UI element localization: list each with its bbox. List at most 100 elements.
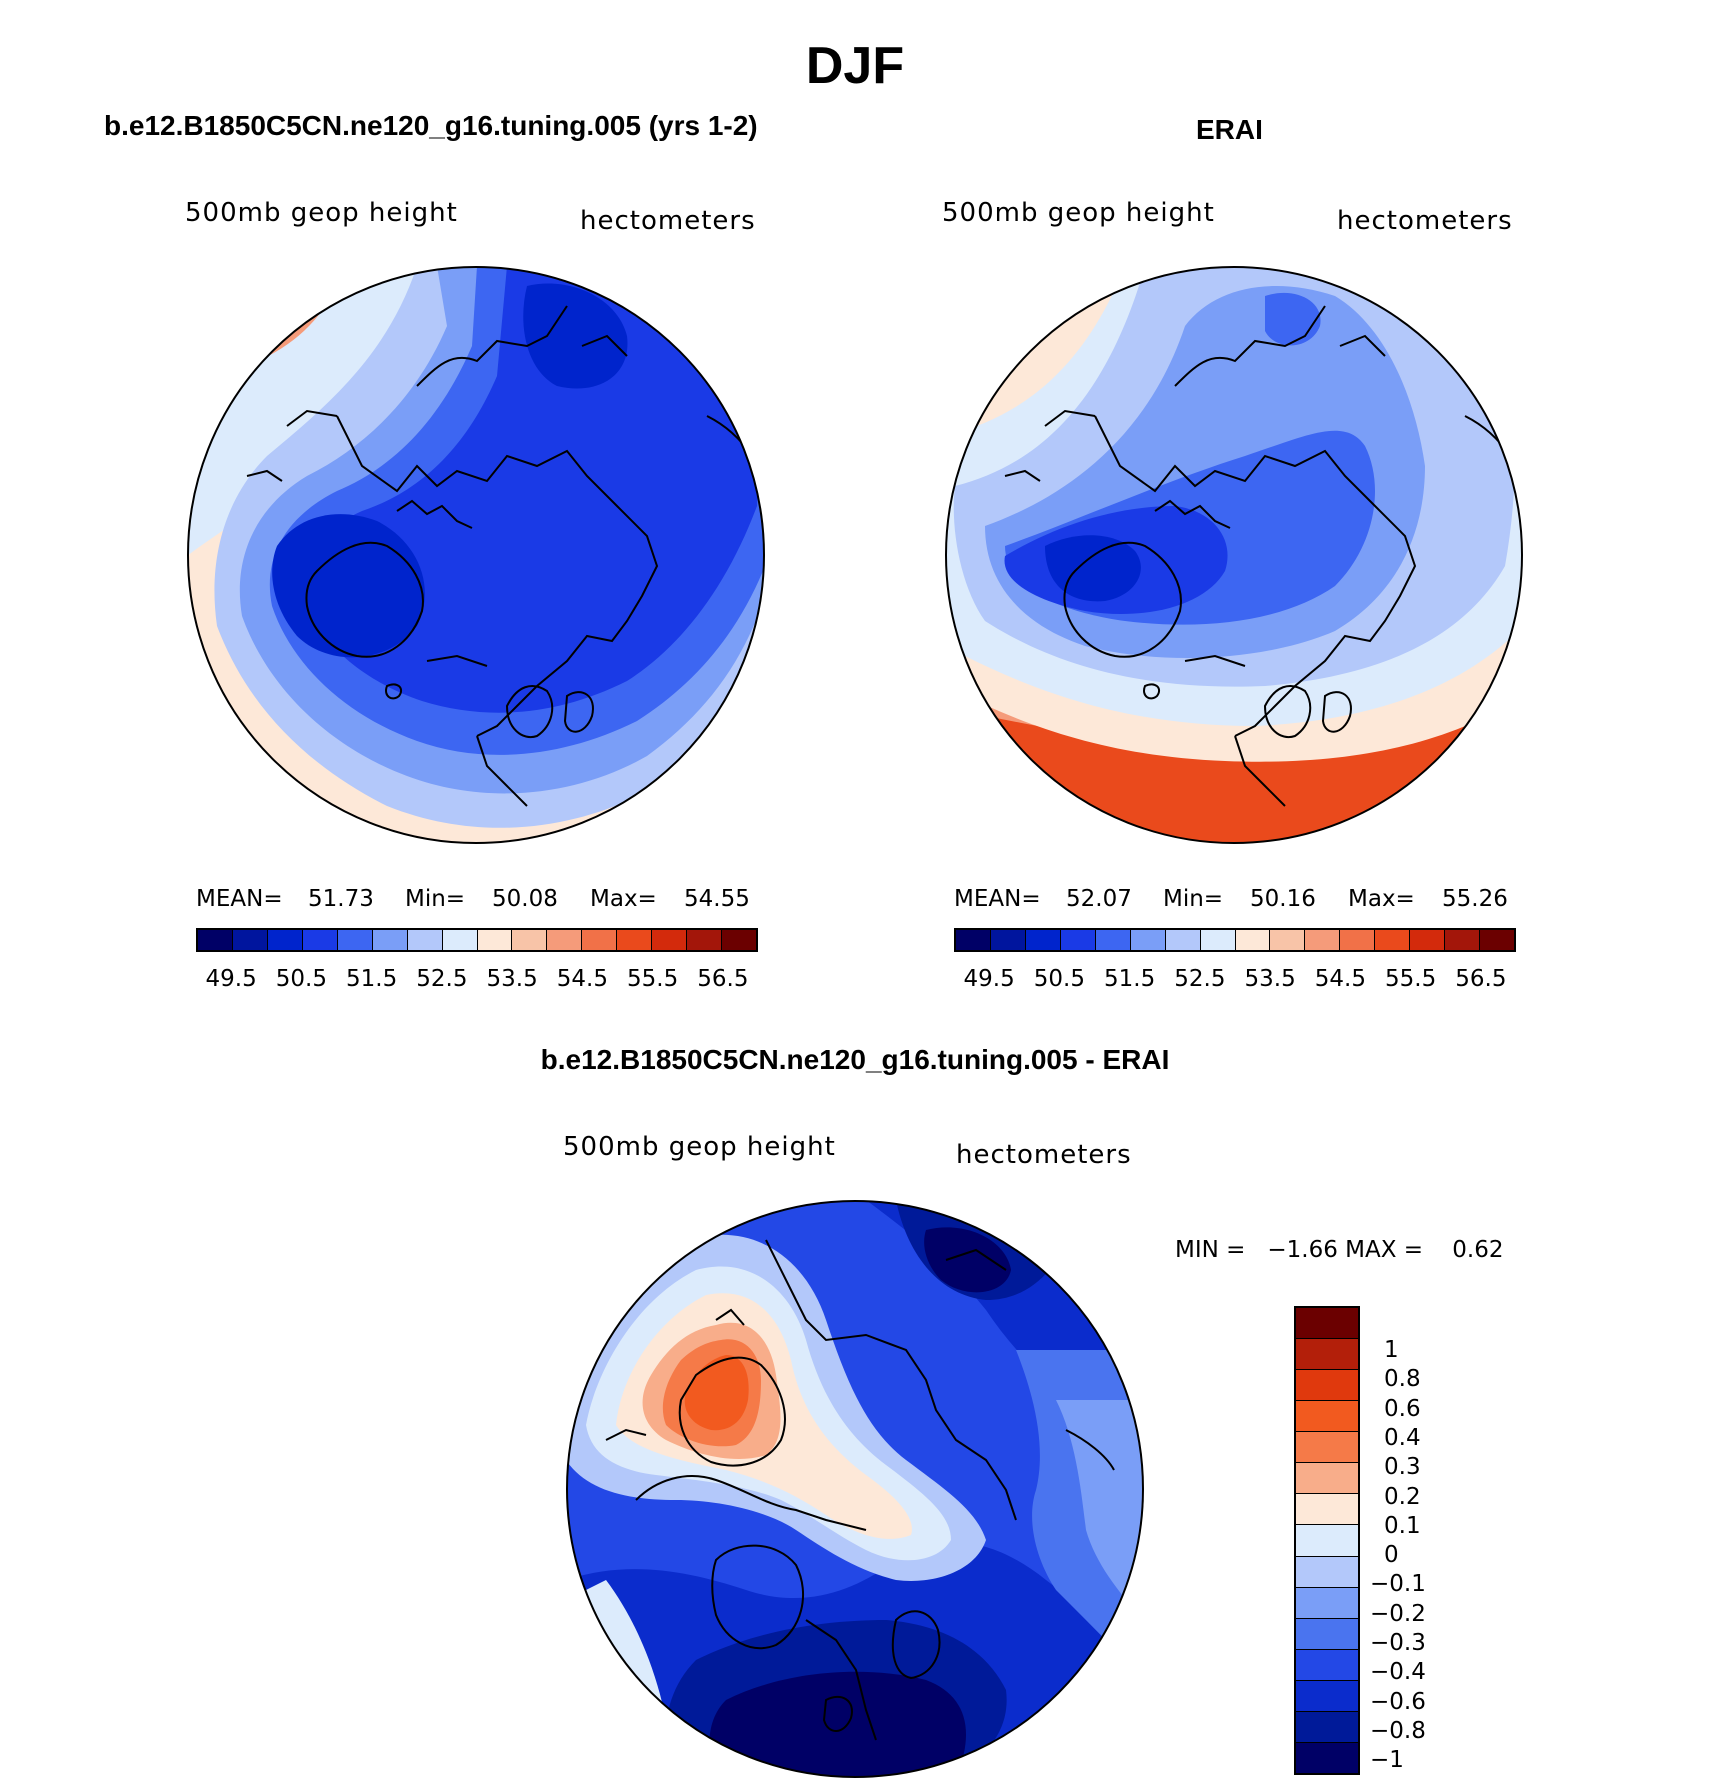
obs-colorbar-swatch <box>1130 930 1166 950</box>
diff-colorbar-swatch <box>1296 1370 1358 1402</box>
obs-colorbar-swatch <box>1235 930 1271 950</box>
diff-colorbar-tick-label: −0.8 <box>1370 1718 1426 1745</box>
obs-polar-map <box>945 266 1523 844</box>
model-colorbar-swatch <box>337 930 373 950</box>
obs-mean-value: 52.07 <box>1066 886 1132 912</box>
model-colorbar-tick-label: 52.5 <box>416 966 468 992</box>
model-colorbar-swatch <box>617 930 653 950</box>
diff-colorbar-swatch <box>1296 1711 1358 1743</box>
obs-min-label: Min= <box>1163 886 1224 912</box>
obs-colorbar-tick-label: 49.5 <box>963 966 1015 992</box>
obs-variable-label: 500mb geop height <box>942 198 1215 228</box>
model-colorbar-tick-label: 56.5 <box>697 966 749 992</box>
diff-colorbar-tick-label: 0.8 <box>1384 1366 1421 1393</box>
obs-mean-label: MEAN= <box>954 886 1041 912</box>
diff-colorbar-swatch <box>1296 1587 1358 1619</box>
diff-colorbar-swatch <box>1296 1680 1358 1712</box>
model-colorbar-swatch <box>722 930 756 950</box>
model-colorbar <box>196 928 758 952</box>
diff-colorbar-tick-label: 0.3 <box>1384 1454 1421 1481</box>
diff-colorbar-tick-label: 0.4 <box>1384 1424 1421 1451</box>
model-min-value: 50.08 <box>492 886 558 912</box>
model-colorbar-tick-label: 55.5 <box>627 966 679 992</box>
model-colorbar-swatch <box>582 930 618 950</box>
model-panel-title: b.e12.B1850C5CN.ne120_g16.tuning.005 (yr… <box>104 110 758 141</box>
figure-title: DJF <box>805 37 905 95</box>
model-mean-value: 51.73 <box>308 886 374 912</box>
diff-units-label: hectometers <box>956 1140 1132 1170</box>
model-max-value: 54.55 <box>684 886 750 912</box>
diff-colorbar-tick-label: 0 <box>1384 1542 1399 1569</box>
obs-colorbar <box>954 928 1516 952</box>
model-colorbar-swatch <box>477 930 513 950</box>
model-mean-label: MEAN= <box>196 886 283 912</box>
diff-colorbar-labels: 1 0.8 0.6 0.4 0.3 0.2 0.1 0 −0.1 −0.2 −0.3 −0.4 −0.6… <box>1370 1306 1490 1775</box>
diff-colorbar-swatch <box>1296 1556 1358 1588</box>
model-colorbar-swatch <box>302 930 338 950</box>
obs-colorbar-swatch <box>990 930 1026 950</box>
obs-colorbar-tick-label: 52.5 <box>1174 966 1226 992</box>
obs-colorbar-swatch <box>956 930 991 950</box>
obs-colorbar-tick-label: 53.5 <box>1244 966 1296 992</box>
diff-colorbar-tick-label: −0.3 <box>1370 1630 1426 1657</box>
model-colorbar-swatch <box>512 930 548 950</box>
obs-min-value: 50.16 <box>1250 886 1316 912</box>
obs-colorbar-swatch <box>1270 930 1306 950</box>
obs-max-label: Max= <box>1348 886 1415 912</box>
obs-colorbar-tick-label: 56.5 <box>1455 966 1507 992</box>
obs-colorbar-tick-label: 55.5 <box>1385 966 1437 992</box>
obs-colorbar-swatch <box>1165 930 1201 950</box>
obs-colorbar-tick-label: 54.5 <box>1314 966 1366 992</box>
obs-colorbar-tick-label: 51.5 <box>1104 966 1156 992</box>
obs-colorbar-labels: 49.5 50.5 51.5 52.5 53.5 54.5 55.5 56.5 <box>954 966 1516 996</box>
diff-colorbar-tick-label: 1 <box>1384 1336 1399 1363</box>
diff-colorbar-swatch <box>1296 1494 1358 1526</box>
diff-variable-label: 500mb geop height <box>563 1132 836 1162</box>
model-variable-label: 500mb geop height <box>185 198 458 228</box>
model-colorbar-swatch <box>232 930 268 950</box>
diff-polar-map <box>566 1200 1144 1778</box>
obs-colorbar-swatch <box>1410 930 1446 950</box>
obs-panel-title: ERAI <box>1196 114 1263 145</box>
model-colorbar-swatch <box>442 930 478 950</box>
model-colorbar-tick-label: 49.5 <box>205 966 257 992</box>
obs-colorbar-swatch <box>1305 930 1341 950</box>
obs-colorbar-swatch <box>1375 930 1411 950</box>
diff-colorbar-swatch <box>1296 1649 1358 1681</box>
model-colorbar-tick-label: 50.5 <box>275 966 327 992</box>
obs-colorbar-swatch <box>1340 930 1376 950</box>
diff-colorbar-tick-label: −0.6 <box>1370 1688 1426 1715</box>
diff-minmax-label: MIN = −1.66 MAX = 0.62 <box>1175 1237 1504 1263</box>
obs-colorbar-swatch <box>1200 930 1236 950</box>
diff-colorbar-swatch <box>1296 1742 1358 1773</box>
model-units-label: hectometers <box>580 206 756 236</box>
model-colorbar-swatch <box>407 930 443 950</box>
model-colorbar-swatch <box>372 930 408 950</box>
model-colorbar-swatch <box>652 930 688 950</box>
model-colorbar-swatch <box>267 930 303 950</box>
diff-colorbar-swatch <box>1296 1618 1358 1650</box>
diff-colorbar-swatch <box>1296 1525 1358 1557</box>
model-colorbar-labels: 49.5 50.5 51.5 52.5 53.5 54.5 55.5 56.5 <box>196 966 758 996</box>
model-min-label: Min= <box>405 886 466 912</box>
obs-colorbar-swatch <box>1025 930 1061 950</box>
model-colorbar-swatch <box>547 930 583 950</box>
obs-colorbar-swatch <box>1480 930 1514 950</box>
obs-colorbar-tick-label: 50.5 <box>1033 966 1085 992</box>
model-colorbar-tick-label: 51.5 <box>346 966 398 992</box>
diff-colorbar-tick-label: −0.1 <box>1370 1571 1426 1598</box>
diff-colorbar-swatch <box>1296 1463 1358 1495</box>
diff-colorbar-swatch <box>1296 1339 1358 1371</box>
diff-colorbar-tick-label: −0.2 <box>1370 1600 1426 1627</box>
diff-colorbar-swatch <box>1296 1432 1358 1464</box>
diff-colorbar-swatch <box>1296 1401 1358 1433</box>
model-max-label: Max= <box>590 886 657 912</box>
model-colorbar-tick-label: 54.5 <box>556 966 608 992</box>
model-colorbar-swatch <box>687 930 723 950</box>
obs-colorbar-swatch <box>1445 930 1481 950</box>
diff-colorbar-tick-label: 0.1 <box>1384 1512 1421 1539</box>
diff-colorbar-tick-label: 0.2 <box>1384 1483 1421 1510</box>
obs-max-value: 55.26 <box>1442 886 1508 912</box>
model-colorbar-tick-label: 53.5 <box>486 966 538 992</box>
model-colorbar-swatch <box>198 930 233 950</box>
